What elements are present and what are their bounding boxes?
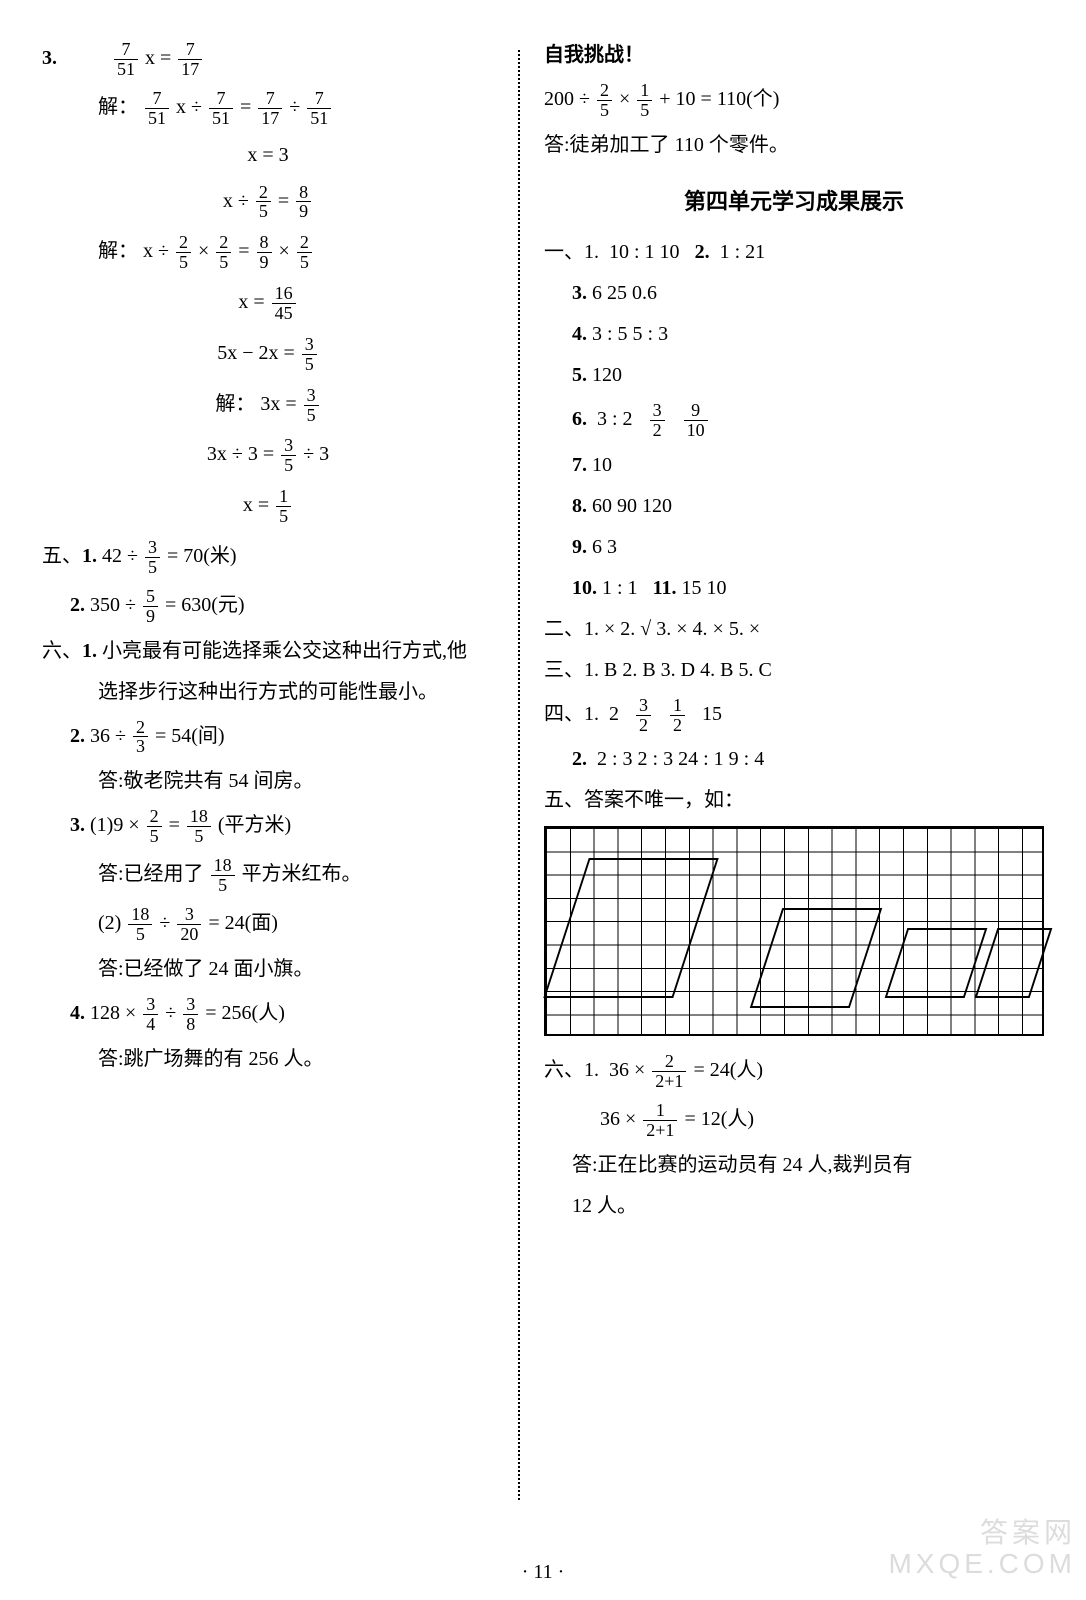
five-1: 五、1. 42 ÷ 35 = 70(米) xyxy=(42,538,494,577)
yi-1-2: 一、1. 10 : 1 10 2. 1 : 21 xyxy=(544,237,1044,268)
yi-7: 7. 10 xyxy=(544,450,1044,481)
challenge-label: 自我挑战！ xyxy=(544,40,1044,71)
liu-2: 36 × 12+1 = 12(人) xyxy=(544,1101,1044,1140)
liu-ans2: 12 人。 xyxy=(544,1191,1044,1222)
wu-label: 五、答案不唯一，如： xyxy=(544,785,1044,816)
parallelogram xyxy=(975,928,1053,998)
six-2-ans: 答:敬老院共有 54 间房。 xyxy=(42,766,494,797)
yi-9: 9. 6 3 xyxy=(544,532,1044,563)
liu-ans1: 答:正在比赛的运动员有 24 人,裁判员有 xyxy=(544,1150,1044,1181)
parallelogram xyxy=(885,928,988,998)
san-line: 三、1. B 2. B 3. D 4. B 5. C xyxy=(544,655,1044,686)
six-4-ans: 答:跳广场舞的有 256 人。 xyxy=(42,1044,494,1075)
challenge-ans: 答:徒弟加工了 110 个零件。 xyxy=(544,130,1044,161)
six-1-line2: 选择步行这种出行方式的可能性最小。 xyxy=(42,677,494,708)
challenge-expr: 200 ÷ 25 × 15 + 10 = 110(个) xyxy=(544,81,1044,120)
left-column: 3. 751 x = 717 解： 751 x ÷ 751 = 717 ÷ 75… xyxy=(30,30,518,1590)
si-2: 2. 2 : 3 2 : 3 24 : 1 9 : 4 xyxy=(544,744,1044,775)
unit-title: 第四单元学习成果展示 xyxy=(544,185,1044,219)
yi-3: 3. 6 25 0.6 xyxy=(544,278,1044,309)
q3-step4: x = 1645 xyxy=(42,284,494,323)
yi-10-11: 10. 1 : 1 11. 15 10 xyxy=(544,573,1044,604)
q3-step7: x = 15 xyxy=(42,487,494,526)
parallelogram xyxy=(750,908,882,1008)
q3-label: 3. xyxy=(42,47,57,69)
six-3b: (2) 185 ÷ 320 = 24(面) xyxy=(42,905,494,944)
q3-step2: x = 3 xyxy=(42,140,494,171)
yi-6: 6. 3 : 2 32 910 xyxy=(544,401,1044,440)
six-3a-ans: 答:已经用了 185 平方米红布。 xyxy=(42,856,494,895)
answer-grid xyxy=(544,826,1044,1036)
q3-eq3: 5x − 2x = 35 xyxy=(42,335,494,374)
q3-step5: 解： 3x = 35 xyxy=(42,386,494,425)
five-2: 2. 350 ÷ 59 = 630(元) xyxy=(42,587,494,626)
six-3a: 3. (1)9 × 25 = 185 (平方米) xyxy=(42,807,494,846)
q3-step1: 解： 751 x ÷ 751 = 717 ÷ 751 xyxy=(42,89,494,128)
six-1-line1: 六、1. 小亮最有可能选择乘公交这种出行方式,他 xyxy=(42,636,494,667)
er-line: 二、1. × 2. √ 3. × 4. × 5. × xyxy=(544,614,1044,645)
si-1: 四、1. 2 32 12 15 xyxy=(544,696,1044,735)
watermark: 答案网 MXQE.COM xyxy=(888,1518,1076,1580)
six-2: 2. 36 ÷ 23 = 54(间) xyxy=(42,718,494,757)
q3-step6: 3x ÷ 3 = 35 ÷ 3 xyxy=(42,436,494,475)
q3-eq2: x ÷ 25 = 89 xyxy=(42,183,494,222)
yi-5: 5. 120 xyxy=(544,360,1044,391)
right-column: 自我挑战！ 200 ÷ 25 × 15 + 10 = 110(个) 答:徒弟加工… xyxy=(520,30,1056,1590)
watermark-cn: 答案网 xyxy=(888,1518,1076,1549)
parallelogram xyxy=(543,858,718,998)
watermark-url: MXQE.COM xyxy=(888,1549,1076,1580)
answer-grid-wrap xyxy=(544,826,1044,1036)
yi-4: 4. 3 : 5 5 : 3 xyxy=(544,319,1044,350)
q3-step3: 解： x ÷ 25 × 25 = 89 × 25 xyxy=(42,233,494,272)
q3-eq1: 3. 751 x = 717 xyxy=(42,40,494,79)
six-3b-ans: 答:已经做了 24 面小旗。 xyxy=(42,954,494,985)
six-4: 4. 128 × 34 ÷ 38 = 256(人) xyxy=(42,995,494,1034)
liu-1: 六、1. 36 × 22+1 = 24(人) xyxy=(544,1052,1044,1091)
yi-8: 8. 60 90 120 xyxy=(544,491,1044,522)
